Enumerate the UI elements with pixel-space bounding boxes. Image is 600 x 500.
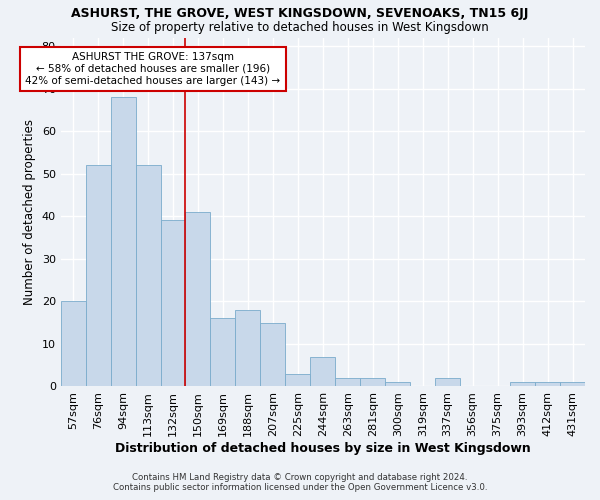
Bar [560,382,585,386]
Bar [385,382,410,386]
Y-axis label: Number of detached properties: Number of detached properties [23,119,36,305]
Bar [86,165,110,386]
Bar [286,374,310,386]
Bar [535,382,560,386]
Bar [185,212,211,386]
Bar [360,378,385,386]
Bar [161,220,185,386]
Text: ASHURST, THE GROVE, WEST KINGSDOWN, SEVENOAKS, TN15 6JJ: ASHURST, THE GROVE, WEST KINGSDOWN, SEVE… [71,8,529,20]
Text: ASHURST THE GROVE: 137sqm
← 58% of detached houses are smaller (196)
42% of semi: ASHURST THE GROVE: 137sqm ← 58% of detac… [25,52,281,86]
Bar [110,97,136,386]
Bar [435,378,460,386]
X-axis label: Distribution of detached houses by size in West Kingsdown: Distribution of detached houses by size … [115,442,530,455]
Bar [61,302,86,386]
Bar [235,310,260,386]
Text: Size of property relative to detached houses in West Kingsdown: Size of property relative to detached ho… [111,21,489,34]
Bar [260,322,286,386]
Bar [136,165,161,386]
Bar [510,382,535,386]
Bar [310,356,335,386]
Bar [211,318,235,386]
Bar [335,378,360,386]
Text: Contains HM Land Registry data © Crown copyright and database right 2024.
Contai: Contains HM Land Registry data © Crown c… [113,473,487,492]
